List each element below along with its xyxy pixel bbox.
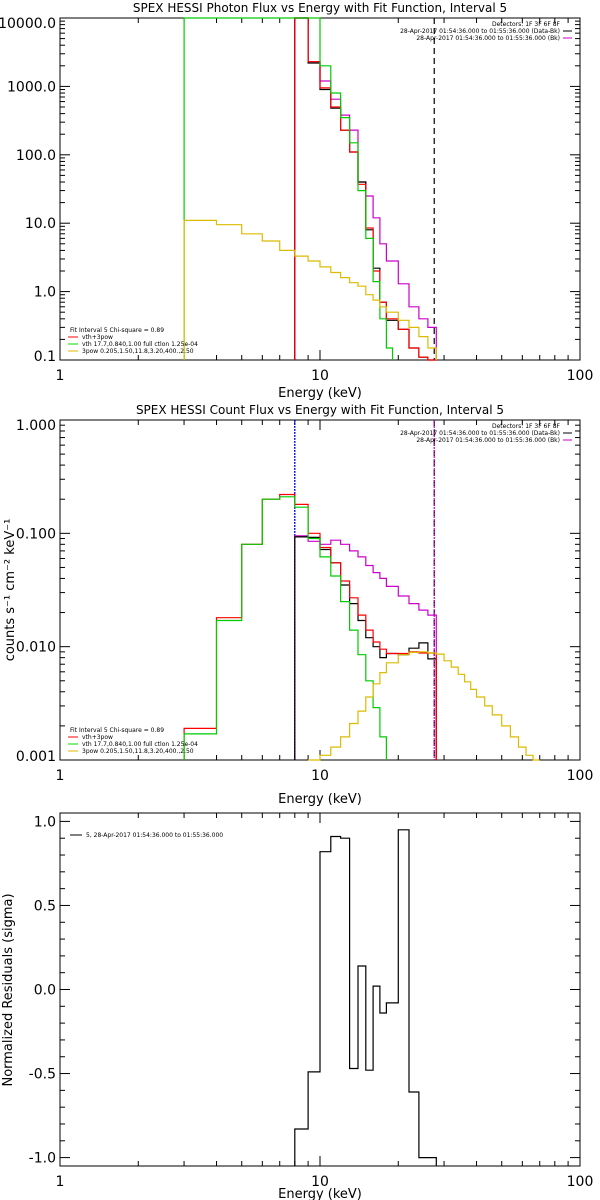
y-tick-label: 0.1	[34, 349, 56, 365]
chart-title: SPEX HESSI Photon Flux vs Energy with Fi…	[133, 1, 507, 15]
y-tick-label: 1.0	[34, 285, 56, 301]
photon-flux-panel: SPEX HESSI Photon Flux vs Energy with Fi…	[0, 1, 593, 401]
series-step-line	[183, 219, 437, 360]
y-tick-label: 0.010	[16, 640, 56, 656]
x-tick-label: 100	[567, 1174, 594, 1190]
legend-entry: 5, 28-Apr-2017 01:54:36.000 to 01:55:36.…	[86, 832, 223, 839]
header-text: 28-Apr-2017 01:54:36.000 to 01:55:36.000…	[416, 437, 560, 444]
legend: Fit Interval 5 Chi-square = 0.89vth+3pow…	[68, 727, 198, 755]
header-text: Detectors: 1F 3F 6F 8F	[492, 21, 561, 28]
x-tick-label: 10	[311, 768, 329, 784]
series-step-line	[294, 535, 437, 760]
x-axis-label: Energy (keV)	[278, 386, 362, 401]
y-tick-label: 10000.0	[0, 16, 56, 32]
axis-ticks: 1 10 100 -1.0 -0.5 0.0 0.5 1.0	[29, 813, 594, 1190]
legend-entry: 3pow 0.205,1.50,11.8,3.20,400.,2.50	[82, 748, 194, 755]
header-text: 28-Apr-2017 01:54:36.000 to 01:55:36.000…	[400, 28, 560, 35]
chart-title: SPEX HESSI Count Flux vs Energy with Fit…	[136, 403, 504, 417]
x-tick-label: 100	[567, 768, 594, 784]
series-step-line	[294, 17, 437, 361]
legend-entry: vth+3pow	[82, 734, 113, 741]
header-text: 28-Apr-2017 01:54:36.000 to 01:55:36.000…	[400, 430, 560, 437]
reference-lines	[294, 18, 435, 360]
series-step-line	[294, 829, 437, 1166]
x-axis-label: Energy (keV)	[278, 792, 362, 807]
y-axis-label: counts s⁻¹ cm⁻² keV⁻¹	[3, 519, 18, 662]
axis-ticks: 1 10 100 0.1 1.0 10.0 100.0 1000.0 10000.0	[0, 16, 593, 384]
y-tick-label: -0.5	[29, 1067, 56, 1083]
y-tick-label: 0.5	[34, 898, 56, 914]
reference-lines	[294, 420, 435, 760]
plot-frame	[59, 419, 581, 761]
legend-entry: vth 17.7,0.840,1.00 full ctlon 1.25e-04	[82, 741, 198, 748]
header-text: 28-Apr-2017 01:54:36.000 to 01:55:36.000…	[416, 35, 560, 42]
x-axis-label: Energy (keV)	[278, 1187, 362, 1200]
y-axis-label: Normalized Residuals (sigma)	[1, 893, 16, 1086]
x-tick-label: 1	[56, 1174, 65, 1190]
series-step-line	[183, 17, 394, 360]
legend: Fit Interval 5 Chi-square = 0.89vth+3pow…	[68, 327, 198, 355]
data-series	[183, 17, 437, 361]
series-step-line	[183, 493, 437, 760]
legend-entry: vth 17.7,0.840,1.00 full ctlon 1.25e-04	[82, 341, 198, 348]
y-tick-label: 10.0	[25, 216, 56, 232]
x-tick-label: 1	[56, 368, 65, 384]
y-tick-label: 0.0	[34, 983, 56, 999]
x-tick-label: 10	[311, 1174, 329, 1190]
legend-entry: Fit Interval 5 Chi-square = 0.89	[70, 327, 164, 334]
y-tick-label: -1.0	[29, 1151, 56, 1167]
count-flux-panel: SPEX HESSI Count Flux vs Energy with Fit…	[3, 403, 593, 807]
series-step-line	[183, 496, 387, 760]
legend-entry: vth+3pow	[82, 334, 113, 341]
y-tick-label: 0.001	[16, 749, 56, 765]
series-step-line	[294, 17, 437, 360]
series-step-line	[294, 536, 437, 760]
x-tick-label: 1	[56, 768, 65, 784]
data-series	[183, 493, 540, 761]
legend-entry: Fit Interval 5 Chi-square = 0.89	[70, 727, 164, 734]
data-series	[294, 829, 437, 1166]
axis-ticks: 1 10 100 0.001 0.010 0.100 1.000	[16, 418, 593, 784]
header-text: Detectors: 1F 3F 6F 8F	[492, 423, 561, 430]
y-tick-label: 100.0	[16, 148, 56, 164]
y-tick-label: 1.0	[34, 814, 56, 830]
x-tick-label: 10	[311, 368, 329, 384]
legend: 5, 28-Apr-2017 01:54:36.000 to 01:55:36.…	[70, 832, 223, 839]
y-tick-label: 1000.0	[7, 79, 56, 95]
y-tick-label: 1.000	[16, 418, 56, 434]
x-tick-label: 100	[567, 368, 594, 384]
y-tick-label: 0.100	[16, 526, 56, 542]
legend-entry: 3pow 0.205,1.50,11.8,3.20,400.,2.50	[82, 348, 194, 355]
residuals-panel: 1 10 100 -1.0 -0.5 0.0 0.5 1.0 5, 28-Apr-2017 0…	[1, 812, 594, 1200]
series-step-line	[308, 651, 540, 761]
